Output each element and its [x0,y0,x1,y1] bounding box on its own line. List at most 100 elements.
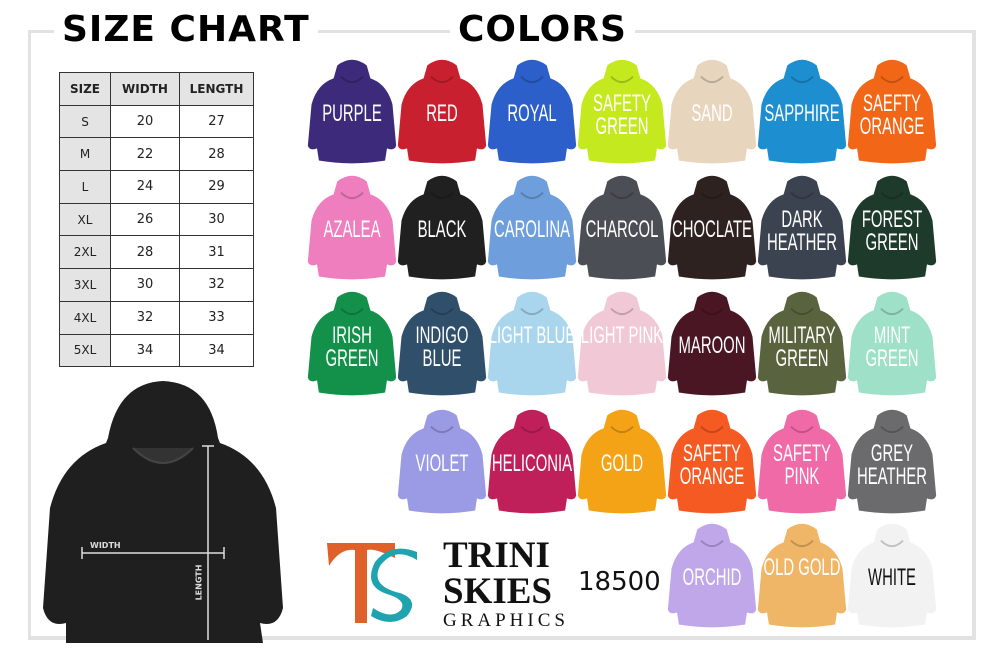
color-swatch-indigo-blue: INDIGO BLUE [396,288,488,400]
hoodie-icon [847,409,937,514]
hoodie-icon [487,59,577,164]
length-cell: 33 [179,300,254,335]
color-swatch-saefty-orange: SAEFTY ORANGE [846,56,938,168]
size-row: XL 26 30 [59,202,254,237]
color-swatch-maroon: MAROON [666,288,758,400]
size-row: 2XL 28 31 [59,235,254,270]
size-cell: 3XL [59,268,111,302]
brand-logo [325,538,425,632]
hoodie-icon [397,59,487,164]
header-length: LENGTH [179,72,254,106]
hoodie-icon [757,291,847,396]
color-label: GOLD [600,450,644,477]
color-label: GREY HEATHER [856,440,928,490]
color-swatch-military-green: MILITARY GREEN [756,288,848,400]
color-swatch-azalea: AZALEA [306,172,398,284]
length-cell: 32 [179,268,254,302]
color-label: LIGHT PINK [580,322,664,349]
length-cell: 34 [179,333,254,368]
hoodie-icon [397,175,487,280]
size-hoodie-diagram: WIDTH LENGTH [38,378,288,643]
length-label: LENGTH [194,564,204,601]
width-cell: 30 [110,268,180,302]
hoodie-icon [757,59,847,164]
color-swatch-mint-green: MINT GREEN [846,288,938,400]
length-cell: 28 [179,137,254,172]
size-cell: S [59,104,111,139]
size-row: L 24 29 [59,170,254,204]
width-cell: 24 [110,170,180,204]
length-cell: 30 [179,202,254,237]
length-cell: 27 [179,104,254,139]
color-label: SAFETY GREEN [593,90,651,140]
hoodie-icon [757,175,847,280]
color-swatch-violet: VIOLET [396,406,488,518]
brand-name: TRINI SKIES GRAPHICS [443,535,569,632]
hoodie-icon [307,59,397,164]
color-swatch-grey-heather: GREY HEATHER [846,406,938,518]
size-row: 4XL 32 33 [59,300,254,335]
size-row: 3XL 30 32 [59,268,254,302]
color-swatch-old-gold: OLD GOLD [756,520,848,632]
color-swatch-safety-green: SAFETY GREEN [576,56,668,168]
brand-line-1: TRINI [443,535,550,576]
color-label: SAFETY PINK [773,440,831,490]
size-cell: 5XL [59,333,111,368]
hoodie-icon [397,409,487,514]
hoodie-icon [577,291,667,396]
hoodie-icon [667,523,757,628]
color-swatch-black: BLACK [396,172,488,284]
color-label: HELICONIA [491,450,573,477]
color-swatch-dark-heather: DARK HEATHER [756,172,848,284]
color-swatch-choclate: CHOCLATE [666,172,758,284]
color-swatch-safety-pink: SAFETY PINK [756,406,848,518]
color-label: MILITARY GREEN [768,322,836,372]
width-cell: 22 [110,137,180,172]
color-swatch-heliconia: HELICONIA [486,406,578,518]
size-cell: 2XL [59,235,111,270]
hoodie-icon [667,291,757,396]
hoodie-icon [667,175,757,280]
color-swatch-irish-green: IRISH GREEN [306,288,398,400]
color-label: SAEFTY ORANGE [859,90,925,140]
hoodie-icon [577,59,667,164]
color-label: MINT GREEN [865,322,919,372]
color-swatch-charcol: CHARCOL [576,172,668,284]
color-label: SAND [691,100,733,127]
color-label: INDIGO BLUE [415,322,469,372]
color-swatch-royal: ROYAL [486,56,578,168]
color-label: DARK HEATHER [766,206,838,256]
color-swatch-white: WHITE [846,520,938,632]
color-swatch-sapphire: SAPPHIRE [756,56,848,168]
color-label: VIOLET [415,450,469,477]
hoodie-icon [487,409,577,514]
size-row: M 22 28 [59,137,254,172]
size-chart-title: SIZE CHART [54,10,318,50]
width-cell: 32 [110,300,180,335]
hoodie-icon [667,409,757,514]
hoodie-icon [577,409,667,514]
hoodie-icon [487,175,577,280]
color-label: LIGHT BLUE [488,322,576,349]
hoodie-icon [847,523,937,628]
color-label: CHARCOL [585,216,659,243]
color-swatch-gold: GOLD [576,406,668,518]
color-label: MAROON [678,332,746,359]
hoodie-shape [43,381,283,643]
hoodie-icon [847,291,937,396]
color-label: SAPPHIRE [764,100,840,127]
color-swatch-orchid: ORCHID [666,520,758,632]
size-cell: M [59,137,111,172]
width-cell: 20 [110,104,180,139]
hoodie-icon [847,175,937,280]
hoodie-icon [307,291,397,396]
color-label: OLD GOLD [763,554,841,581]
color-label: RED [426,100,458,127]
hoodie-icon [577,175,667,280]
width-label: WIDTH [90,541,121,550]
length-cell: 29 [179,170,254,204]
color-label: IRISH GREEN [325,322,379,372]
color-label: ORCHID [682,564,742,591]
color-label: CHOCLATE [672,216,752,243]
color-label: WHITE [868,564,916,591]
